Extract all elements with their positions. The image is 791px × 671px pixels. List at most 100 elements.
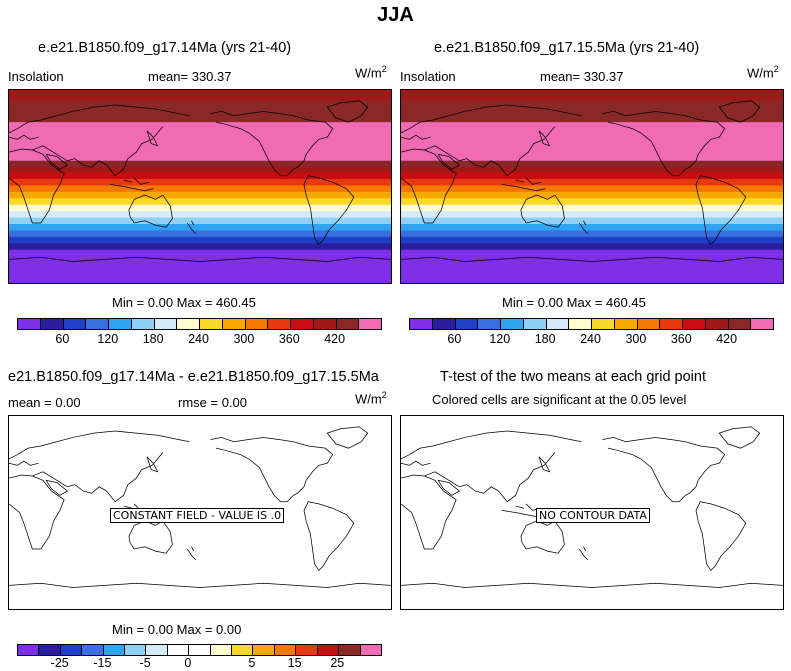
colorbar-tick-label: 25 [330, 656, 345, 670]
colorbar-tick-label: 180 [142, 332, 164, 346]
colorbar-swatch [210, 645, 233, 655]
colorbar-swatch [18, 319, 41, 329]
colorbar-swatch [125, 645, 147, 655]
zonal-band [9, 198, 391, 206]
coastline [9, 256, 391, 262]
zonal-band [401, 191, 783, 199]
coastline [602, 111, 726, 177]
zonal-band [401, 243, 783, 251]
zonal-band [401, 236, 783, 244]
colorbar-swatch [39, 645, 61, 655]
colorbar-swatch [232, 645, 254, 655]
zonal-band [9, 122, 391, 162]
colorbar-swatch [291, 319, 314, 329]
colorbar-tick-label: 60 [447, 332, 462, 346]
panel-4-map: NO CONTOUR DATA [400, 415, 784, 610]
zonal-band [401, 178, 783, 186]
panel-2-map [400, 89, 784, 284]
coastline [578, 220, 589, 234]
colorbar-tick-label: 240 [580, 332, 601, 346]
colorbar-swatch [683, 319, 706, 329]
colorbar-swatch [660, 319, 683, 329]
coastline [695, 175, 747, 245]
colorbar-swatch [63, 319, 87, 329]
colorbar-swatch [339, 645, 361, 655]
coastline [128, 520, 173, 554]
colorbar-swatch [154, 319, 178, 329]
colorbar-swatch [103, 645, 126, 655]
coastline [401, 148, 457, 224]
panel-2-units: W/m2 [747, 64, 779, 81]
colorbar-tick-label: 180 [534, 332, 556, 346]
zonal-band [9, 249, 391, 283]
colorbar-swatch [177, 319, 200, 329]
panel-1-minmax: Min = 0.00 Max = 460.45 [112, 295, 256, 310]
panel-1-colorbar-ticks: 60 120 180 240 300 360 420 [17, 332, 380, 346]
coastline [424, 126, 556, 177]
coastline [401, 474, 457, 550]
coastline [401, 134, 431, 140]
coastline [9, 582, 391, 588]
colorbar-tick-label: 300 [625, 332, 647, 346]
zonal-band [401, 90, 783, 102]
coastline [401, 430, 582, 460]
colorbar-tick-label: 360 [670, 332, 692, 346]
colorbar-swatch [200, 319, 223, 329]
colorbar-swatch [614, 319, 638, 329]
coastline [602, 437, 726, 503]
panel-2-title: e.e21.B1850.f09_g17.15.5Ma (yrs 21-40) [434, 40, 700, 56]
colorbar-swatch [60, 645, 83, 655]
zonal-band [401, 224, 783, 231]
panel-3-units: W/m2 [355, 390, 387, 407]
coastline [146, 456, 159, 473]
colorbar-tick-label: 420 [716, 332, 738, 346]
colorbar-swatch [167, 645, 190, 655]
coastline [401, 104, 582, 134]
panel-2-colorbar [409, 318, 774, 330]
coastline [718, 100, 761, 123]
zonal-band [401, 185, 783, 193]
panel-1-colorbar [17, 318, 382, 330]
zonal-band [401, 230, 783, 238]
colorbar-swatch [359, 319, 381, 329]
coastline [401, 582, 783, 588]
colorbar-swatch [455, 319, 479, 329]
coastline [718, 426, 761, 449]
colorbar-tick-label: -15 [93, 656, 112, 670]
colorbar-swatch [546, 319, 570, 329]
zonal-band [9, 230, 391, 238]
panel-3-title: e21.B1850.f09_g17.14Ma - e.e21.B1850.f09… [8, 369, 379, 385]
coastline [210, 111, 334, 177]
coastline [9, 134, 39, 140]
panel-3-map: CONSTANT FIELD - VALUE IS .0 [8, 415, 392, 610]
zonal-band [9, 172, 391, 180]
panel-3-minmax: Min = 0.00 Max = 0.00 [112, 622, 242, 637]
coastline [424, 452, 556, 503]
colorbar-swatch [222, 319, 246, 329]
coastline [109, 177, 154, 192]
zonal-band [401, 100, 783, 123]
panel-1-variable-label: Insolation [8, 69, 64, 84]
colorbar-swatch [705, 319, 729, 329]
zonal-band [9, 224, 391, 231]
zonal-band [9, 236, 391, 244]
zonal-band [401, 160, 783, 168]
colorbar-swatch [360, 645, 381, 655]
zonal-band [401, 211, 783, 219]
colorbar-tick-label: 300 [233, 332, 255, 346]
colorbar-swatch [268, 319, 291, 329]
zonal-band [401, 198, 783, 206]
colorbar-swatch [313, 319, 337, 329]
zonal-band [401, 172, 783, 180]
panel-3-mean: mean = 0.00 [8, 395, 81, 410]
coastline [695, 501, 747, 571]
panel-3-colorbar-ticks: -25 -15 -5 0 5 15 25 [17, 656, 380, 670]
panel-1-map-svg [9, 90, 391, 283]
coastline [9, 474, 65, 550]
panel-3-colorbar [17, 644, 382, 656]
colorbar-tick-label: 420 [324, 332, 346, 346]
colorbar-swatch [410, 319, 433, 329]
colorbar-swatch [501, 319, 524, 329]
zonal-band [9, 100, 391, 123]
coastline [501, 177, 546, 192]
